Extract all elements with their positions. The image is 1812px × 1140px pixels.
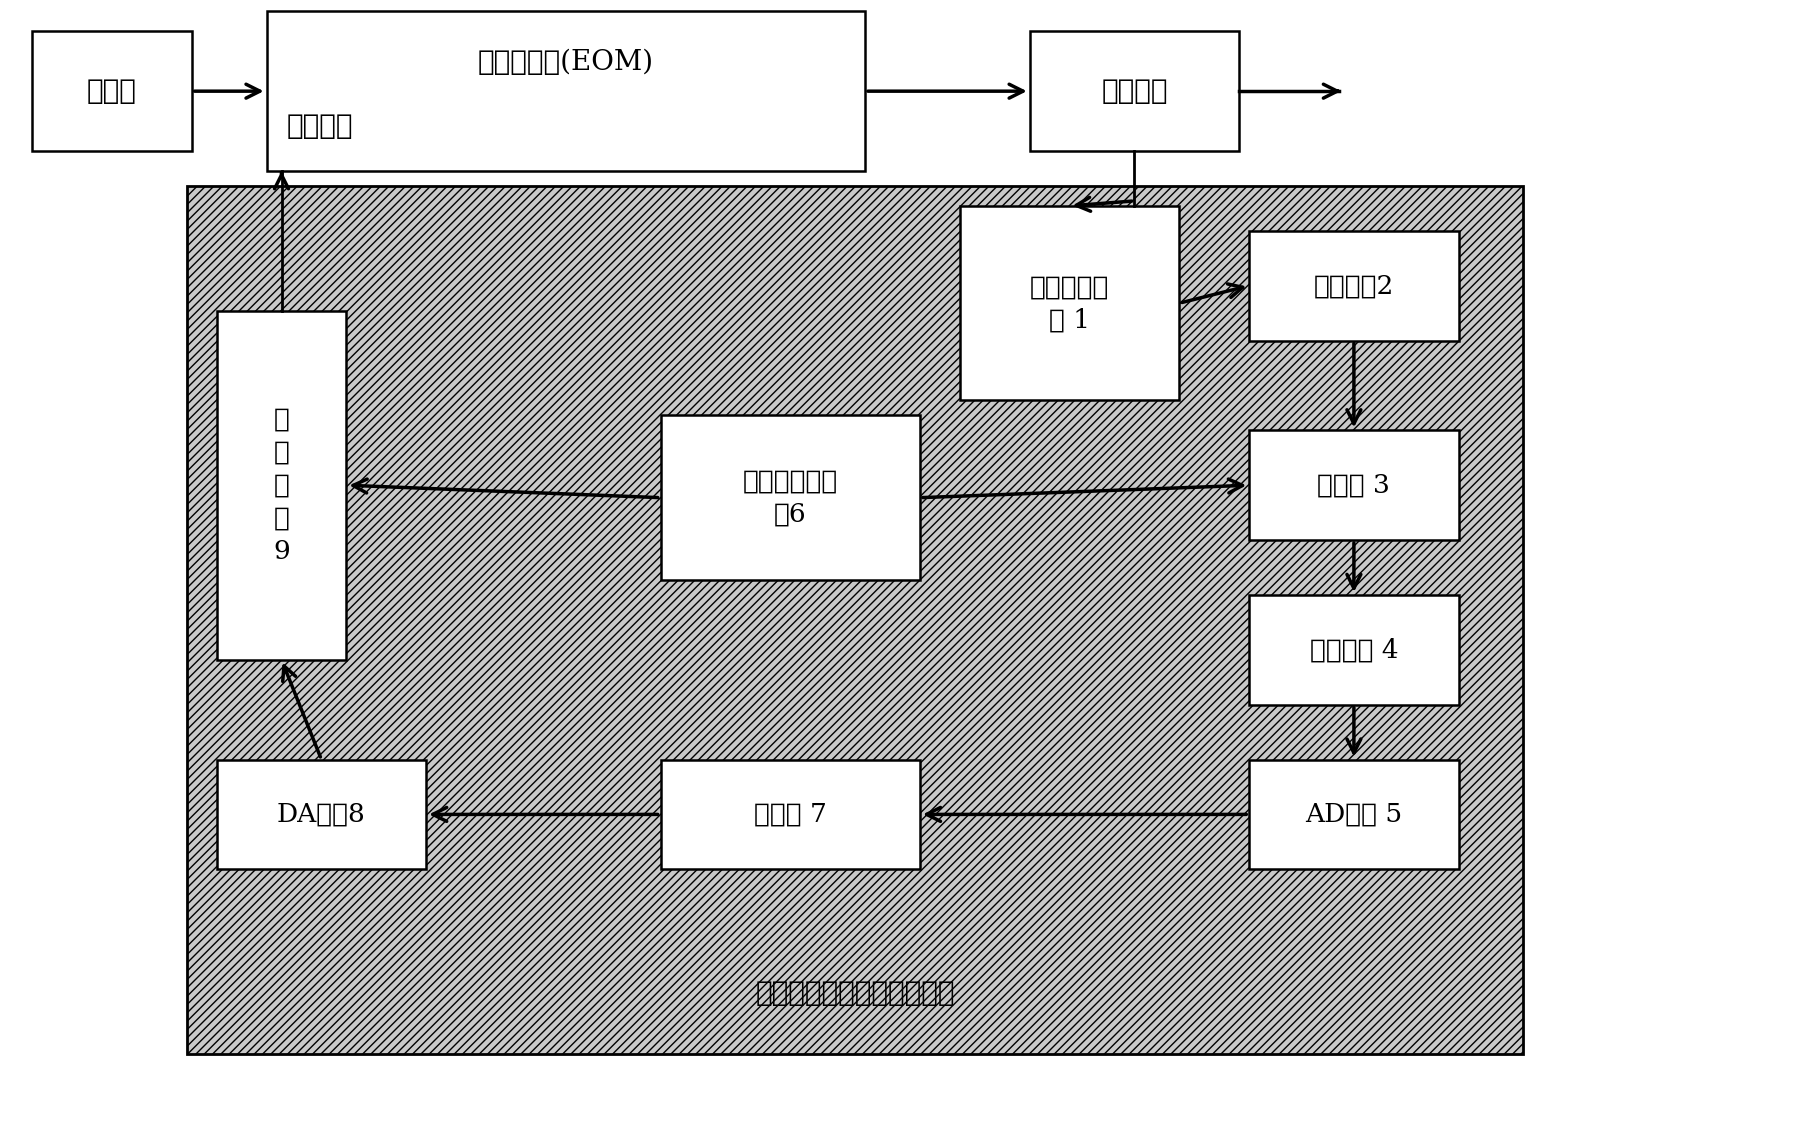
Text: 光耦合器: 光耦合器: [1102, 78, 1167, 105]
Bar: [1248, 230, 1459, 341]
Bar: [1029, 31, 1239, 150]
Bar: [266, 11, 864, 171]
Bar: [661, 415, 920, 580]
Text: 激光器: 激光器: [87, 78, 138, 105]
Text: DA转扈8: DA转扈8: [277, 801, 366, 826]
Text: 光电探测模
块 1: 光电探测模 块 1: [1029, 274, 1109, 332]
Bar: [33, 31, 192, 150]
Bar: [217, 310, 346, 660]
Text: 控制器 7: 控制器 7: [754, 801, 826, 826]
Text: 加
法
电
路
9: 加 法 电 路 9: [274, 407, 290, 563]
Bar: [217, 759, 426, 870]
Bar: [1248, 430, 1459, 540]
Text: 带通滤波2: 带通滤波2: [1314, 274, 1393, 299]
Text: 正弦信号发生
器6: 正弦信号发生 器6: [743, 469, 837, 527]
Text: 偏置电压: 偏置电压: [286, 113, 353, 140]
Bar: [1248, 595, 1459, 705]
Bar: [1248, 759, 1459, 870]
Text: AD转换 5: AD转换 5: [1305, 801, 1402, 826]
Text: 电光调制器(EOM): 电光调制器(EOM): [478, 49, 654, 76]
Bar: [661, 759, 920, 870]
Bar: [187, 186, 1524, 1053]
Text: 电光调制器的偏压控制系统: 电光调制器的偏压控制系统: [756, 980, 955, 1008]
Text: 乘法器 3: 乘法器 3: [1317, 473, 1390, 498]
Bar: [960, 206, 1180, 400]
Text: 积分电路 4: 积分电路 4: [1310, 637, 1399, 662]
